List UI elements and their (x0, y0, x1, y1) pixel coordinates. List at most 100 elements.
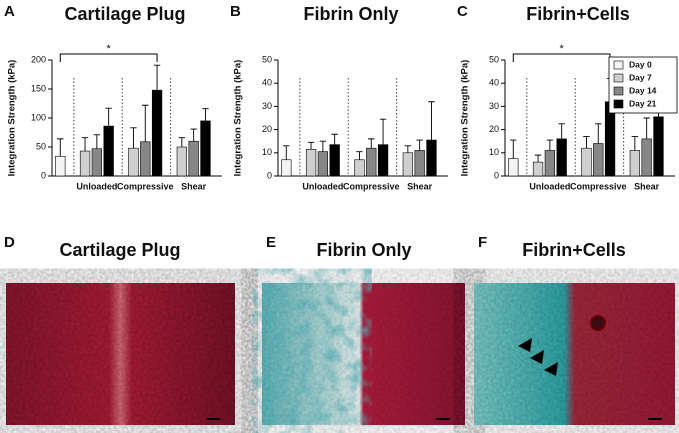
panel-letter: C (457, 3, 468, 20)
x-category-label: Unloaded (529, 181, 570, 191)
error-bar (558, 123, 565, 139)
bar (508, 158, 519, 177)
bar (377, 144, 389, 177)
y-tick-label: 10 (489, 147, 499, 157)
panel-letter: F (478, 234, 487, 251)
error-bar (105, 107, 112, 127)
bar (103, 125, 114, 177)
error-bar (510, 139, 517, 159)
y-tick-label: 50 (489, 54, 499, 64)
y-tick-label: 0 (494, 170, 499, 180)
error-bar (595, 123, 602, 144)
legend-swatch (613, 60, 624, 70)
y-axis-label: Integration Strength (kPa) (233, 60, 244, 177)
bar (402, 152, 414, 177)
y-tick-label: 30 (262, 101, 272, 111)
legend-swatch (613, 86, 624, 96)
error-bar (57, 138, 64, 157)
chart-title: Fibrin Only (303, 4, 398, 24)
error-bar (331, 133, 338, 145)
bar (91, 148, 103, 177)
error-bar (319, 140, 327, 152)
image-title: Fibrin Only (316, 240, 411, 260)
bar (532, 161, 544, 177)
panel-letter: D (4, 234, 15, 251)
bar (317, 151, 329, 177)
x-category-label: Compressive (570, 181, 627, 191)
error-bar (404, 145, 412, 153)
y-tick-label: 20 (489, 124, 499, 134)
panel-letter: E (266, 234, 276, 251)
bar (426, 139, 437, 177)
legend-label: Day 21 (629, 98, 657, 108)
error-bar (178, 137, 186, 147)
bar (581, 147, 592, 177)
significance-label: * (107, 43, 112, 55)
bar (593, 143, 604, 177)
legend-swatch (613, 73, 624, 83)
y-axis-label: Integration Strength (kPa) (7, 60, 18, 177)
bar (200, 120, 211, 177)
y-tick-label: 50 (36, 141, 46, 151)
x-category-label: Compressive (343, 181, 400, 191)
error-bar (142, 104, 149, 142)
bar (55, 155, 66, 177)
image-d (6, 283, 235, 425)
y-tick-label: 30 (489, 101, 499, 111)
error-bar (631, 136, 639, 151)
bar (329, 144, 340, 177)
bar (151, 89, 163, 177)
x-category-label: Compressive (117, 181, 174, 191)
error-bar (307, 141, 315, 150)
bar (556, 138, 567, 177)
error-bar (546, 139, 554, 151)
error-bar (583, 136, 590, 149)
x-category-label: Unloaded (302, 181, 343, 191)
legend-label: Day 14 (629, 85, 657, 95)
legend-label: Day 7 (629, 72, 652, 82)
image-title: Cartilage Plug (59, 240, 180, 260)
bar (305, 149, 317, 177)
panel-letter: A (4, 3, 15, 20)
bar (79, 150, 91, 177)
error-bar (130, 127, 137, 149)
y-tick-label: 0 (41, 170, 46, 180)
image-title: Fibrin+Cells (522, 240, 626, 260)
panel-letter: B (230, 3, 241, 20)
y-tick-label: 40 (262, 78, 272, 88)
bar (544, 150, 556, 177)
significance-bracket (512, 53, 611, 62)
error-bar (93, 134, 101, 149)
error-bar (202, 108, 209, 121)
image-e (262, 283, 465, 425)
bar (176, 146, 188, 177)
bar (281, 159, 292, 177)
y-tick-label: 150 (31, 83, 46, 93)
y-tick-label: 20 (262, 124, 272, 134)
bar (629, 150, 641, 177)
y-tick-label: 50 (262, 54, 272, 64)
error-bar (283, 145, 290, 160)
bar (653, 116, 664, 177)
bar (414, 150, 425, 177)
y-axis-label: Integration Strength (kPa) (460, 60, 471, 177)
chart-title: Fibrin+Cells (526, 4, 630, 24)
error-bar (428, 101, 435, 141)
bar (188, 140, 199, 177)
error-bar (190, 128, 197, 142)
x-category-label: Shear (407, 181, 433, 191)
bar (128, 147, 139, 177)
error-bar (356, 151, 363, 160)
bar (366, 147, 377, 177)
bar (641, 138, 652, 177)
x-category-label: Unloaded (76, 181, 117, 191)
y-tick-label: 100 (31, 112, 46, 122)
bar (354, 159, 365, 177)
significance-bracket (59, 53, 158, 62)
image-f (474, 283, 675, 425)
y-tick-label: 200 (31, 54, 46, 64)
y-tick-label: 0 (267, 170, 272, 180)
error-bar (379, 118, 387, 145)
